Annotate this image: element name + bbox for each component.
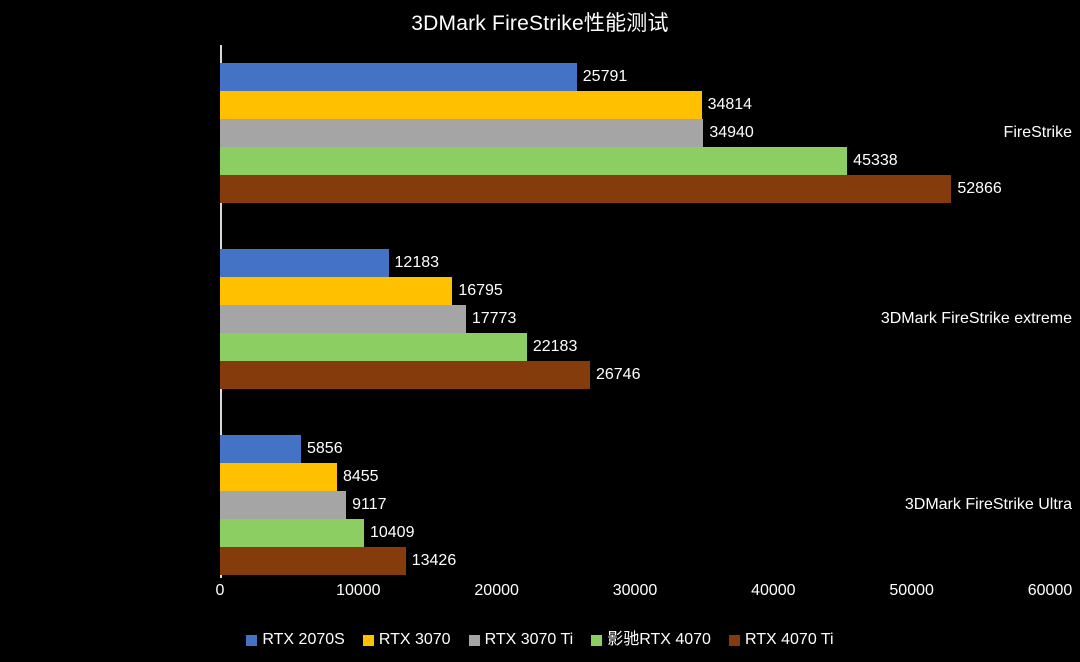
bar[interactable] (220, 547, 406, 575)
bar[interactable] (220, 91, 702, 119)
x-tick-label: 10000 (336, 582, 381, 599)
x-tick-label: 60000 (1027, 582, 1073, 599)
legend-label: RTX 2070S (262, 631, 345, 648)
bar-row: 5856 (220, 435, 1050, 463)
legend-swatch-icon (591, 634, 603, 646)
bar-row: 9117 (220, 491, 1050, 519)
legend-label: 影驰RTX 4070 (607, 631, 711, 648)
bar[interactable] (220, 277, 453, 305)
bar-row: 10409 (220, 519, 1050, 547)
category-label: 3DMark FireStrike extreme (880, 310, 1072, 327)
x-axis-tick-labels: 0 10000 20000 30000 40000 50000 60000 (216, 580, 1073, 606)
legend-swatch-icon (728, 634, 740, 646)
x-tick-label: 20000 (474, 582, 519, 599)
legend-item[interactable]: RTX 4070 Ti (728, 630, 834, 650)
bar-row: 25791 (220, 63, 1050, 91)
bar-row: 12183 (220, 249, 1050, 277)
bar-value-label: 34940 (709, 124, 754, 141)
bar[interactable] (220, 333, 527, 361)
bar[interactable] (220, 305, 466, 333)
bar-value-label: 17773 (471, 310, 517, 327)
bar[interactable] (220, 491, 347, 519)
legend-item[interactable]: RTX 2070S (246, 630, 345, 650)
bar-group: 5856 8455 9117 10409 13426 (220, 435, 1050, 575)
bar-value-label: 22183 (532, 338, 578, 355)
bar-value-label: 5856 (307, 440, 343, 457)
chart-title: 3DMark FireStrike性能测试 (411, 12, 669, 35)
bar[interactable] (220, 147, 848, 175)
bar-value-label: 10409 (369, 524, 415, 541)
bar[interactable] (220, 119, 704, 147)
bar-value-label: 34814 (707, 96, 753, 113)
legend-swatch-icon (246, 634, 258, 646)
legend-swatch-icon (468, 634, 480, 646)
x-tick-label: 0 (215, 582, 225, 599)
legend-item[interactable]: RTX 3070 (362, 630, 451, 650)
bar-row: 45338 (220, 147, 1050, 175)
bar-value-label: 13426 (411, 552, 457, 569)
bar[interactable] (220, 249, 389, 277)
legend-swatch-icon (362, 634, 374, 646)
bar-row: 52866 (220, 175, 1050, 203)
bar-row: 13426 (220, 547, 1050, 575)
bar-row: 34940 (220, 119, 1050, 147)
legend-label: RTX 4070 Ti (744, 631, 834, 648)
x-tick-label: 30000 (612, 582, 658, 599)
bar-row: 8455 (220, 463, 1050, 491)
legend-label: RTX 3070 Ti (484, 631, 574, 648)
legend-item[interactable]: 影驰RTX 4070 (591, 630, 711, 650)
bar[interactable] (220, 463, 337, 491)
bar-value-label: 12183 (394, 254, 440, 271)
bar-value-label: 9117 (352, 496, 387, 513)
category-label: 3DMark FireStrike Ultra (904, 496, 1072, 513)
bar-value-label: 45338 (853, 152, 898, 169)
bar-row: 16795 (220, 277, 1050, 305)
bar[interactable] (220, 435, 301, 463)
legend-label: RTX 3070 (378, 631, 451, 648)
x-tick-label: 40000 (751, 582, 796, 599)
bar[interactable] (220, 175, 952, 203)
bar-row: 22183 (220, 333, 1050, 361)
chart-legend: RTX 2070S RTX 3070 RTX 3070 Ti 影驰RTX 4070 RT… (0, 628, 1080, 652)
bar-value-label: 52866 (957, 180, 1002, 197)
x-tick-label: 50000 (889, 582, 934, 599)
bar[interactable] (220, 519, 364, 547)
bar-row: 17773 (220, 305, 1050, 333)
bar-group: 25791 34814 34940 45338 52866 (220, 63, 1050, 203)
legend-item[interactable]: RTX 3070 Ti (468, 630, 574, 650)
bar[interactable] (220, 63, 577, 91)
bar-group: 12183 16795 17773 22183 26746 (220, 249, 1050, 389)
bar-row: 34814 (220, 91, 1050, 119)
bar-value-label: 8455 (342, 468, 379, 485)
category-label: FireStrike (1003, 124, 1072, 141)
bar-row: 26746 (220, 361, 1050, 389)
bar-value-label: 16795 (458, 282, 503, 299)
plot-area: 25791 34814 34940 45338 52866 12183 16795 17773… (220, 45, 1050, 578)
bar-value-label: 25791 (582, 68, 628, 85)
bar-value-label: 26746 (595, 366, 641, 383)
bar[interactable] (220, 361, 590, 389)
